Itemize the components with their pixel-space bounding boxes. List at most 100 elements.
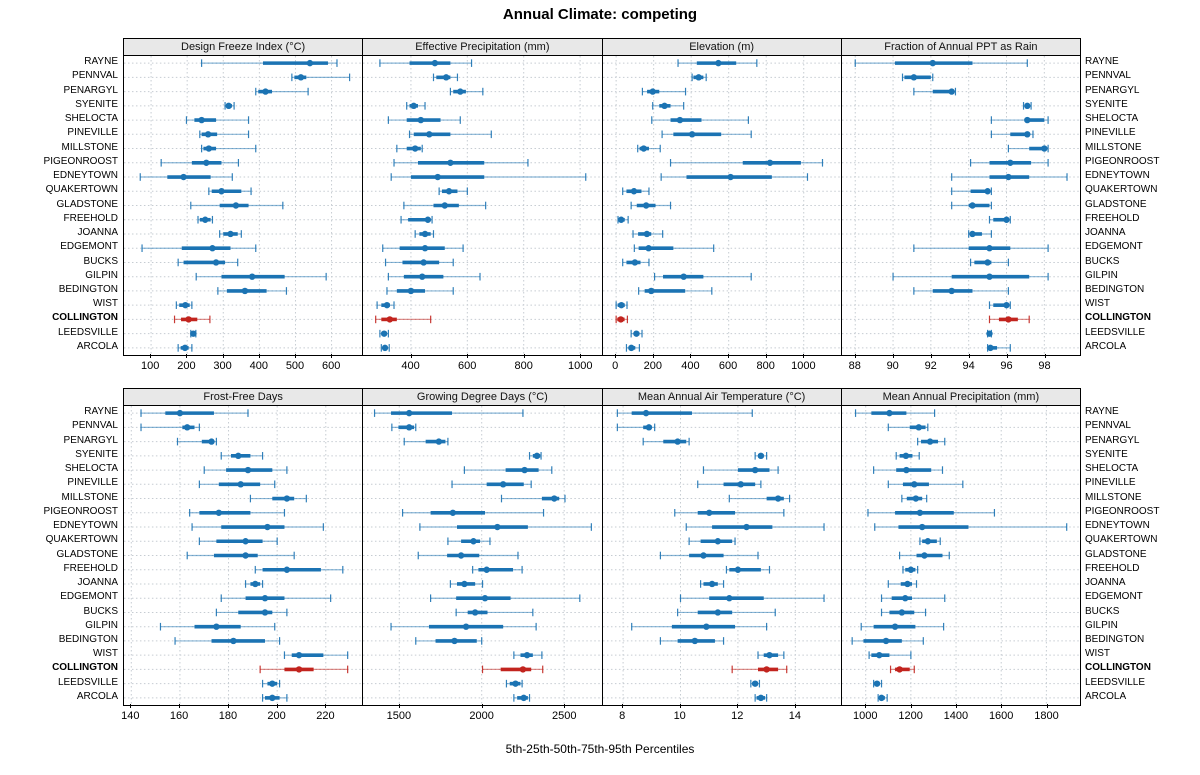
percentile-row-gladstone <box>898 551 950 560</box>
percentile-row-shelocta <box>464 466 553 474</box>
percentile-row-rayne <box>616 409 753 417</box>
row-label-syenite: SYENITE <box>1085 98 1128 110</box>
percentile-row-rayne <box>676 59 757 67</box>
percentile-row-bucks <box>215 608 288 617</box>
row-label-quakertown: QUAKERTOWN <box>45 184 118 196</box>
x-tick-label: 400 <box>681 360 700 372</box>
row-label-quakertown: QUAKERTOWN <box>1085 534 1158 546</box>
percentile-row-pigeonroost <box>402 508 545 517</box>
x-tick-label: 500 <box>285 360 305 372</box>
percentile-row-leedsville <box>190 329 197 338</box>
panel-row-top: Design Freeze Index (°C) Effective Precip… <box>123 38 1081 356</box>
percentile-row-wist <box>175 301 193 309</box>
panel-growing-degree-days-c: Growing Degree Days (°C) <box>362 388 603 706</box>
percentile-row-pigeonroost <box>189 508 286 517</box>
x-tick-mark <box>728 354 730 358</box>
x-tick-label: 300 <box>213 360 232 372</box>
row-label-pennval: PENNVAL <box>72 70 118 82</box>
percentile-row-arcola <box>754 694 767 702</box>
percentile-row-edneytown <box>139 173 233 181</box>
site-labels-right-top: RAYNE PENNVAL PENARGYL SYENITE SHELOCTA PINEV… <box>1085 55 1197 354</box>
x-tick-mark <box>467 354 469 358</box>
percentile-row-gladstone <box>659 551 759 560</box>
percentile-row-joanna <box>887 580 917 588</box>
row-label-shelocta: SHELOCTA <box>1085 463 1139 475</box>
percentile-row-penargyl <box>255 87 309 96</box>
row-label-millstone: MILLSTONE <box>61 491 119 503</box>
x-tick-label: 2000 <box>469 710 494 722</box>
x-tick-label: 140 <box>121 710 140 722</box>
row-label-freehold: FREEHOLD <box>63 562 118 574</box>
percentile-row-gilpin <box>390 622 537 631</box>
panel-design-freeze-index-c: Design Freeze Index (°C) <box>123 38 364 356</box>
percentile-row-leedsville <box>630 329 643 338</box>
x-tick-mark <box>679 704 681 708</box>
percentile-row-pigeonroost <box>867 508 995 517</box>
percentile-row-shelocta <box>702 466 779 474</box>
percentile-row-bucks <box>621 258 650 267</box>
percentile-row-wist <box>376 301 395 309</box>
row-label-gilpin: GILPIN <box>1085 619 1118 631</box>
percentile-row-shelocta <box>872 466 943 474</box>
row-label-syenite: SYENITE <box>1085 448 1128 460</box>
percentile-row-millstone <box>728 494 790 503</box>
percentile-row-arcola <box>380 344 391 352</box>
percentile-row-gladstone <box>190 201 284 210</box>
percentile-row-leedsville <box>749 679 760 688</box>
row-label-arcola: ARCOLA <box>76 690 118 702</box>
panel-header: Elevation (m) <box>602 39 841 56</box>
percentile-row-shelocta <box>388 116 462 124</box>
row-label-pigeonroost: PIGEONROOST <box>1085 505 1160 517</box>
plot-growing-degree-days-c <box>363 406 602 705</box>
percentile-row-shelocta <box>203 466 288 474</box>
x-tick-mark <box>892 354 894 358</box>
percentile-row-pennval <box>691 73 707 82</box>
percentile-row-edgemont <box>880 594 946 603</box>
percentile-row-wist <box>756 651 784 659</box>
row-label-freehold: FREEHOLD <box>1085 212 1140 224</box>
percentile-row-edgemont <box>220 594 332 603</box>
row-label-pigeonroost: PIGEONROOST <box>43 505 118 517</box>
percentile-row-leedsville <box>379 329 390 338</box>
x-tick-mark <box>564 704 566 708</box>
percentile-row-gladstone <box>417 551 519 560</box>
row-label-collington: COLLINGTON <box>52 662 118 674</box>
row-label-shelocta: SHELOCTA <box>64 463 118 475</box>
x-tick-label: 1000 <box>853 710 878 722</box>
percentile-row-gladstone <box>950 201 992 210</box>
row-label-bedington: BEDINGTON <box>1085 283 1145 295</box>
percentile-row-quakertown <box>198 537 278 546</box>
panel-header: Design Freeze Index (°C) <box>124 39 363 56</box>
row-label-wist: WIST <box>1085 298 1110 310</box>
percentile-row-wist <box>513 651 543 659</box>
x-tick-label: 14 <box>788 710 802 722</box>
percentile-row-freehold <box>988 215 1011 224</box>
row-label-pigeonroost: PIGEONROOST <box>43 155 118 167</box>
percentile-row-quakertown <box>438 187 469 196</box>
row-label-arcola: ARCOLA <box>1085 690 1127 702</box>
x-tick-label: 800 <box>756 360 775 372</box>
x-tick-label: 400 <box>249 360 268 372</box>
x-tick-mark <box>150 354 152 358</box>
percentile-row-arcola <box>625 344 640 352</box>
percentile-row-edgemont <box>679 594 825 603</box>
percentile-row-edneytown <box>685 523 825 531</box>
percentile-row-pineville <box>451 480 533 489</box>
chart-title: Annual Climate: competing <box>502 6 698 23</box>
percentile-row-edneytown <box>419 523 593 531</box>
percentile-row-millstone <box>900 494 928 503</box>
row-label-gladstone: GLADSTONE <box>56 548 119 560</box>
x-tick-label: 8 <box>619 710 626 722</box>
x-tick-label: 600 <box>322 360 341 372</box>
panel-header: Frost-Free Days <box>124 389 363 406</box>
panel-mean-annual-air-temperature-c: Mean Annual Air Temperature (°C) <box>601 388 842 706</box>
axis-strip-bottom: 140 160 180 200 220 1500 2000 2500 8 10 12 14 1000 12… <box>121 704 1081 730</box>
x-tick-label: 200 <box>643 360 662 372</box>
x-tick-label: 220 <box>316 710 335 722</box>
row-label-penargyl: PENARGYL <box>1085 84 1140 96</box>
percentile-row-joanna <box>631 230 663 238</box>
percentile-row-gladstone <box>630 201 671 210</box>
percentile-row-quakertown <box>208 187 252 196</box>
row-label-bedington: BEDINGTON <box>58 633 118 645</box>
row-label-pineville: PINEVILLE <box>1085 477 1136 489</box>
